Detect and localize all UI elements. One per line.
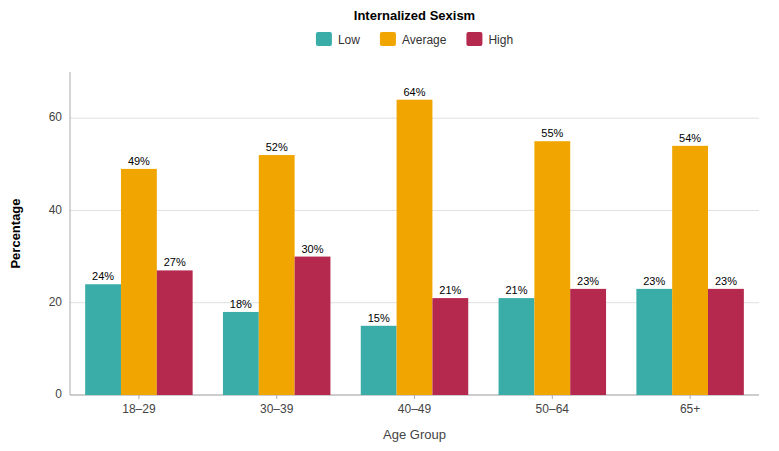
bar [85,284,121,395]
y-tick-label: 20 [49,295,63,309]
data-label: 52% [266,141,288,153]
data-labels: 24% 18% 15% 21% 23% 49% 52% 64% 55% 54% 27% 30% 21% 2… [92,86,737,324]
bar [708,289,744,395]
axes: 0 20 40 60 18–29 30–39 40–49 50–64 65+ [49,72,759,416]
data-label: 27% [164,256,186,268]
bar [295,257,331,395]
bar [499,298,535,395]
x-tick [414,395,415,399]
bar [121,169,157,395]
bar [259,155,295,395]
data-label: 23% [577,275,599,287]
data-label: 23% [643,275,665,287]
bar [534,141,570,395]
bar [361,326,397,395]
legend-entry: Average [402,33,447,47]
bar [570,289,606,395]
x-tick-label: 18–29 [122,402,156,416]
x-tick [690,395,691,399]
data-label: 18% [230,298,252,310]
legend-items: Low Average High [316,32,513,47]
bar [432,298,468,395]
chart: 020406018–2930–3940–4950–6465+24%18%15%2… [0,0,779,451]
bar [672,146,708,395]
legend-swatch [466,32,482,46]
data-label: 21% [439,284,461,296]
bar [223,312,259,395]
data-label: 55% [541,127,563,139]
data-label: 54% [679,132,701,144]
chart-container: 020406018–2930–3940–4950–6465+24%18%15%2… [0,0,779,451]
x-tick-label: 50–64 [536,402,570,416]
data-label: 30% [302,243,324,255]
y-tick-label: 40 [49,203,63,217]
legend-swatch [380,32,396,46]
data-label: 23% [715,275,737,287]
y-tick-label: 0 [55,387,62,401]
y-tick-label: 60 [49,110,63,124]
data-label: 64% [403,86,425,98]
x-tick [552,395,553,399]
bar [397,100,433,395]
x-tick-label: 40–49 [398,402,432,416]
bars [85,100,744,395]
bar [157,270,193,395]
data-label: 24% [92,270,114,282]
legend-title: Internalized Sexism [354,8,475,23]
legend-swatch [316,32,332,46]
x-axis-label: Age Group [383,427,446,442]
x-tick [138,395,139,399]
x-tick-label: 30–39 [260,402,294,416]
x-tick [276,395,277,399]
data-label: 15% [368,312,390,324]
y-axis-line [70,72,71,395]
legend-entry: High [488,33,513,47]
data-label: 21% [505,284,527,296]
x-tick-label: 65+ [680,402,700,416]
data-label: 49% [128,155,150,167]
bar [636,289,672,395]
legend: Internalized Sexism Low Average High [316,8,513,47]
y-axis-label: Percentage [8,198,23,268]
legend-entry: Low [338,33,360,47]
